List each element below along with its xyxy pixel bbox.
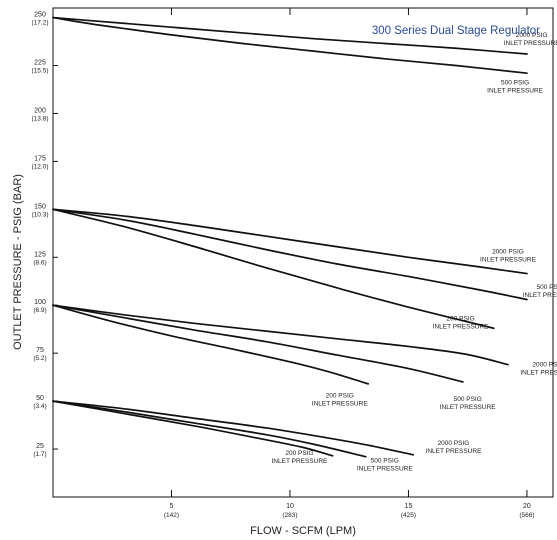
annotation-line2: INLET PRESSURE <box>520 370 557 377</box>
y-tick-sublabel: (15.5) <box>32 68 49 75</box>
annotation-line2: INLET PRESSURE <box>272 458 329 465</box>
pressure-curve-7 <box>52 304 370 385</box>
x-tick-label: 10 <box>286 503 294 510</box>
y-axis-title: OUTLET PRESSURE - PSIG (BAR) <box>12 174 24 350</box>
annotation-line1: 2000 PSIG <box>492 248 524 255</box>
y-tick-label: 200 <box>34 107 46 114</box>
annotation-line1: 200 PSIG <box>326 392 354 399</box>
chart-title: 300 Series Dual Stage Regulator <box>372 25 540 37</box>
pressure-curves <box>52 16 528 458</box>
annotation-line2: INLET PRESSURE <box>480 256 537 263</box>
x-tick-label: 20 <box>523 503 531 510</box>
annotation-line1: 500 PSIG <box>371 457 399 464</box>
y-tick-sublabel: (8.6) <box>33 259 46 266</box>
y-tick-sublabel: (6.9) <box>33 307 46 314</box>
pressure-curve-3 <box>52 208 528 301</box>
annotation-line2: INLET PRESSURE <box>312 400 369 407</box>
annotation-line1: 500 PSIG <box>501 80 529 87</box>
x-tick-sublabel: (566) <box>519 512 534 519</box>
annotation-line1: 2000 PSIG <box>532 362 557 369</box>
pressure-curve-4 <box>52 208 495 330</box>
y-tick-sublabel: (3.4) <box>33 403 46 410</box>
pressure-curve-9 <box>52 400 367 458</box>
y-tick-label: 150 <box>34 203 46 210</box>
y-tick-label: 50 <box>36 395 44 402</box>
annotation-line1: 500 PSIG <box>454 396 482 403</box>
x-tick-label: 5 <box>170 503 174 510</box>
y-tick-label: 100 <box>34 299 46 306</box>
y-tick-label: 75 <box>36 347 44 354</box>
annotation-line1: 200 PSIG <box>285 450 313 457</box>
plot-frame <box>52 7 554 498</box>
annotation-line2: INLET PRESSURE <box>523 292 557 299</box>
annotation-line2: INLET PRESSURE <box>440 404 497 411</box>
x-tick-label: 15 <box>405 503 413 510</box>
pressure-curve-6 <box>52 304 464 383</box>
annotation-line2: INLET PRESSURE <box>357 465 414 472</box>
y-tick-label: 225 <box>34 60 46 67</box>
annotation-line1: 2000 PSIG <box>438 440 470 447</box>
y-tick-sublabel: (1.7) <box>33 451 46 458</box>
annotation-line2: INLET PRESSURE <box>433 324 490 331</box>
tick-labels: 5 (142) 10 (283) 15 (425) 20 (566) 25(1.7) 50(3.4… <box>32 12 535 519</box>
annotation-line2: INLET PRESSURE <box>426 448 483 455</box>
pressure-curve-0 <box>52 16 528 55</box>
pressure-curve-5 <box>52 304 509 366</box>
y-tick-label: 25 <box>36 443 44 450</box>
y-tick-sublabel: (12.0) <box>32 163 49 170</box>
annotation-line1: 200 PSIG <box>446 316 474 323</box>
y-tick-label: 125 <box>34 251 46 258</box>
x-tick-sublabel: (425) <box>401 512 416 519</box>
pressure-curve-10 <box>52 400 334 457</box>
pressure-curve-8 <box>52 400 415 456</box>
y-tick-sublabel: (13.8) <box>32 115 49 122</box>
y-tick-sublabel: (10.3) <box>32 211 49 218</box>
x-axis-title: FLOW - SCFM (LPM) <box>250 525 356 537</box>
y-tick-label: 175 <box>34 155 46 162</box>
y-tick-sublabel: (17.2) <box>32 20 49 27</box>
annotation-line1: 2000 PSIG <box>516 32 548 39</box>
pressure-curve-1 <box>52 16 528 75</box>
x-tick-sublabel: (283) <box>282 512 297 519</box>
x-tick-sublabel: (142) <box>164 512 179 519</box>
annotation-line2: INLET PRESSURE <box>487 88 544 95</box>
annotation-line1: 500 PSIG <box>537 284 557 291</box>
y-tick-sublabel: (5.2) <box>33 355 46 362</box>
annotation-line2: INLET PRESSURE <box>504 40 557 47</box>
y-tick-label: 250 <box>34 12 46 19</box>
pressure-curve-2 <box>52 208 528 275</box>
tick-marks <box>53 8 528 497</box>
